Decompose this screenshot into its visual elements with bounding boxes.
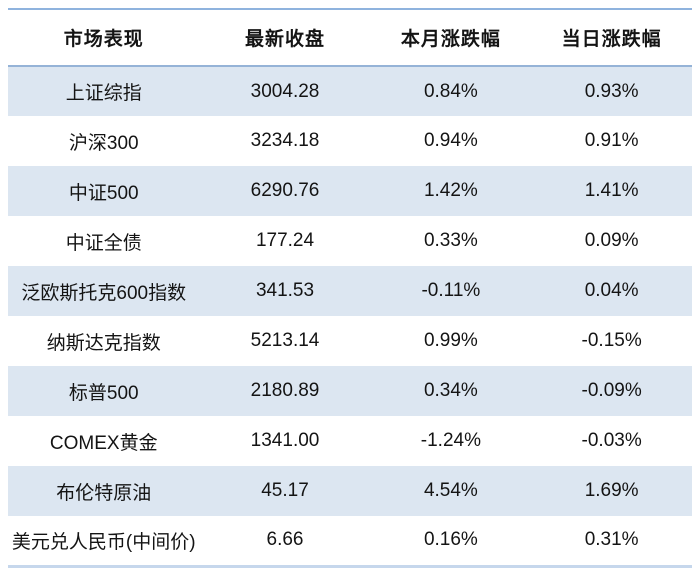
monthly-change-cell: 0.94% [423,130,478,151]
latest-close-cell: 5213.14 [250,330,320,351]
table-row: 上证综指 3004.28 0.84% 0.93% [8,66,692,116]
market-name-cell: COMEX黄金 [49,432,158,454]
market-name-cell: 布伦特原油 [56,482,152,504]
monthly-change-cell: 0.16% [423,529,478,551]
latest-close-cell: 177.24 [255,230,315,251]
daily-change-cell: -0.03% [581,430,642,451]
table-body: 上证综指 3004.28 0.84% 0.93% 沪深300 3234.18 0… [8,66,692,566]
table-row: 美元兑人民币(中间价) 6.66 0.16% 0.31% [8,516,692,566]
latest-close-cell: 1341.00 [250,430,320,451]
market-name-cell: 沪深300 [68,132,139,154]
monthly-change-cell: -0.11% [421,280,481,301]
latest-close-cell: 6.66 [266,529,304,551]
table-row: 纳斯达克指数 5213.14 0.99% -0.15% [8,316,692,366]
latest-close-cell: 3234.18 [250,130,320,151]
daily-change-cell: -0.09% [581,380,642,401]
market-name-cell: 中证500 [68,182,139,204]
table-row: 中证500 6290.76 1.42% 1.41% [8,166,692,216]
market-name-cell: 泛欧斯托克600指数 [21,282,187,304]
monthly-change-cell: 0.34% [423,380,478,401]
daily-change-cell: 0.04% [584,280,639,301]
header-row: 市场表现 最新收盘 本月涨跌幅 当日涨跌幅 [8,9,692,66]
monthly-change-cell: 0.99% [423,330,478,351]
daily-change-cell: 0.91% [584,130,639,151]
market-name-cell: 标普500 [68,382,139,404]
monthly-change-cell: 0.84% [423,80,478,102]
market-performance-table: 市场表现 最新收盘 本月涨跌幅 当日涨跌幅 上证综指 3004.28 0.84%… [8,8,692,568]
daily-change-cell: 0.31% [584,529,639,551]
monthly-change-cell: 1.42% [423,180,478,201]
column-header-monthly-change: 本月涨跌幅 [400,29,501,50]
daily-change-cell: 1.69% [584,480,639,501]
column-header-daily-change: 当日涨跌幅 [561,29,662,50]
daily-change-cell: 0.09% [584,230,639,251]
table-row: 中证全债 177.24 0.33% 0.09% [8,216,692,266]
market-name-cell: 纳斯达克指数 [46,332,161,354]
latest-close-cell: 2180.89 [250,380,320,401]
latest-close-cell: 6290.76 [250,180,320,201]
monthly-change-cell: -1.24% [420,430,481,451]
column-header-market: 市场表现 [63,29,144,50]
latest-close-cell: 45.17 [261,480,309,501]
latest-close-cell: 3004.28 [250,80,320,102]
column-header-latest-close: 最新收盘 [245,29,326,50]
table-row: COMEX黄金 1341.00 -1.24% -0.03% [8,416,692,466]
market-name-cell: 上证综指 [65,83,142,104]
table-row: 沪深300 3234.18 0.94% 0.91% [8,116,692,166]
daily-change-cell: 0.93% [584,80,639,102]
table-header: 市场表现 最新收盘 本月涨跌幅 当日涨跌幅 [8,9,692,66]
daily-change-cell: -0.15% [581,330,642,351]
latest-close-cell: 341.53 [255,280,315,301]
table-row: 泛欧斯托克600指数 341.53 -0.11% 0.04% [8,266,692,316]
market-name-cell: 美元兑人民币(中间价) [11,531,196,553]
table-row: 标普500 2180.89 0.34% -0.09% [8,366,692,416]
table-row: 布伦特原油 45.17 4.54% 1.69% [8,466,692,516]
daily-change-cell: 1.41% [584,180,639,201]
market-name-cell: 中证全债 [65,232,142,254]
monthly-change-cell: 4.54% [423,480,478,501]
monthly-change-cell: 0.33% [423,230,478,251]
